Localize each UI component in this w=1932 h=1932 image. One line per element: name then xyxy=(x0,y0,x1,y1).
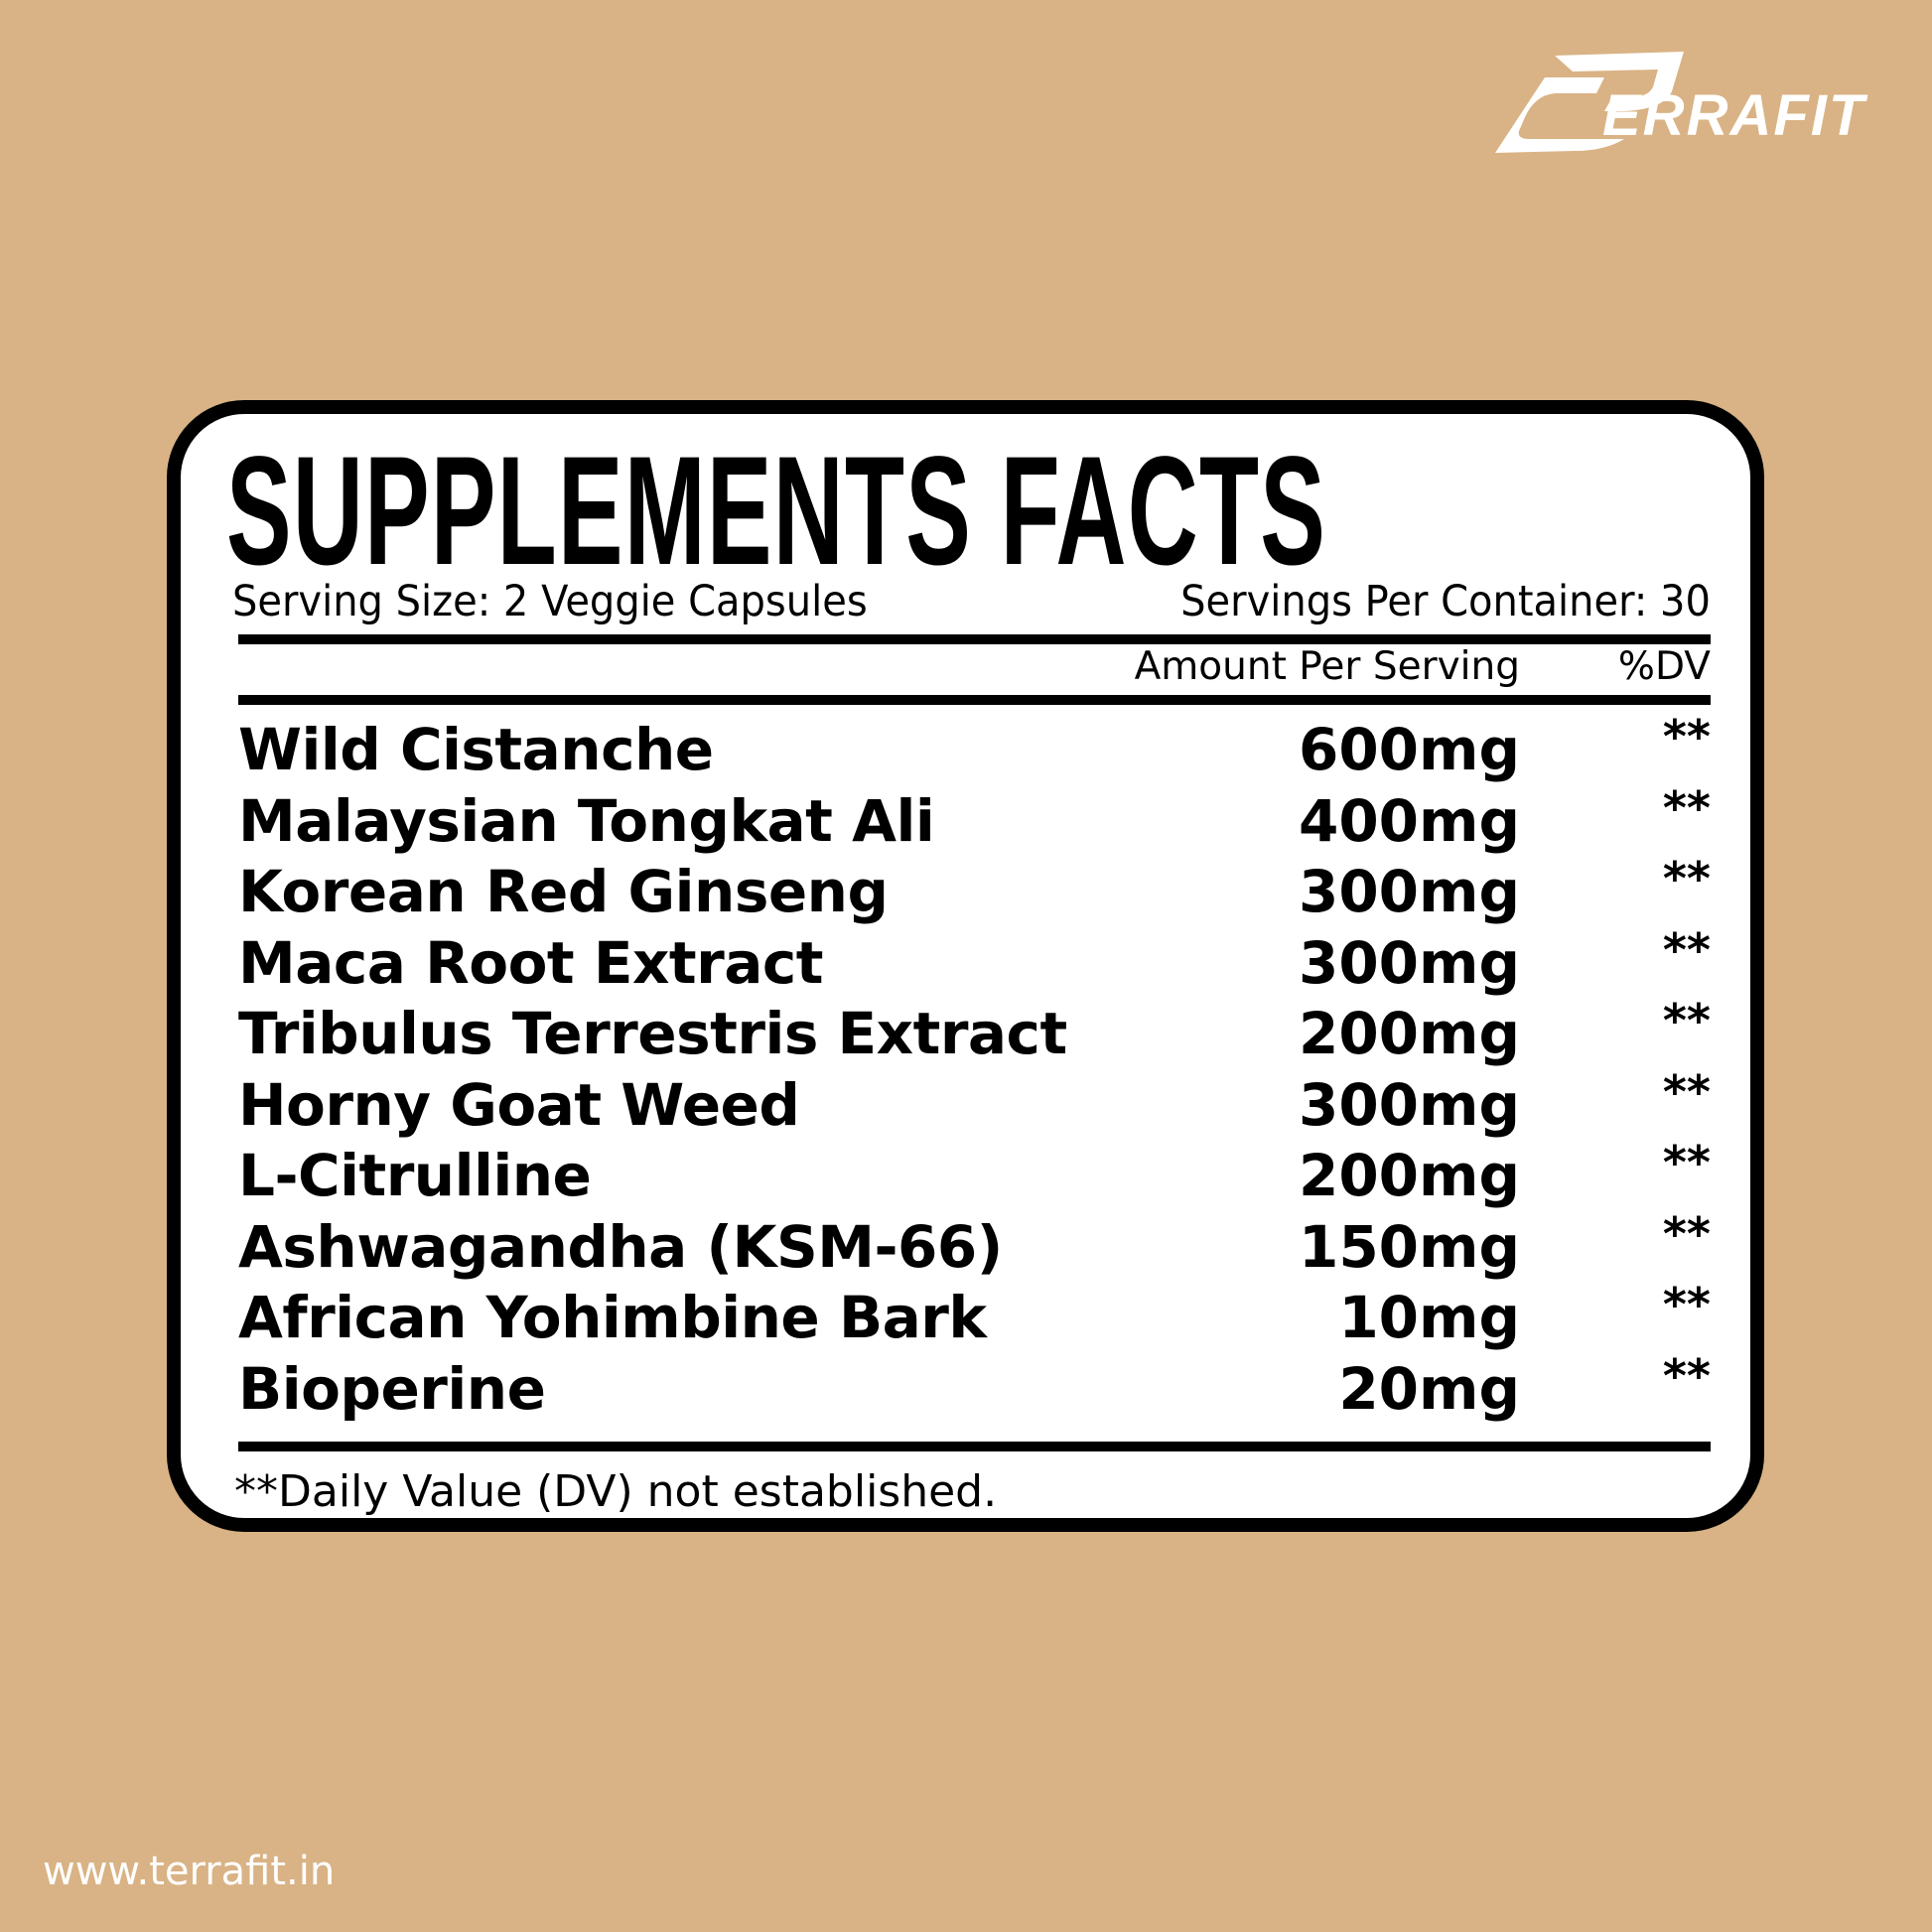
ingredient-row: Horny Goat Weed 300mg ** xyxy=(238,1065,1711,1143)
ingredient-amount: 600mg xyxy=(1298,716,1520,783)
ingredient-row: Tribulus Terrestris Extract 200mg ** xyxy=(238,994,1711,1071)
ingredient-name: African Yohimbine Bark xyxy=(238,1284,987,1351)
ingredient-name: Ashwagandha (KSM-66) xyxy=(238,1212,1003,1281)
ingredient-row: L-Citrulline 200mg ** xyxy=(238,1136,1711,1213)
ingredient-dv: ** xyxy=(1662,780,1711,835)
ingredient-row: African Yohimbine Bark 10mg ** xyxy=(238,1278,1711,1355)
ingredient-amount: 20mg xyxy=(1338,1354,1520,1423)
ingredient-dv: ** xyxy=(1662,994,1711,1047)
ingredient-name: Bioperine xyxy=(238,1354,546,1423)
ingredient-amount: 300mg xyxy=(1298,1070,1520,1139)
ingredient-amount: 200mg xyxy=(1298,1000,1520,1067)
ingredient-dv: ** xyxy=(1662,710,1711,763)
ingredient-amount: 200mg xyxy=(1298,1142,1520,1209)
divider xyxy=(238,695,1711,705)
ingredient-amount: 150mg xyxy=(1298,1212,1520,1281)
ingredient-amount: 10mg xyxy=(1338,1284,1520,1351)
ingredient-name: Malaysian Tongkat Ali xyxy=(238,786,935,855)
amount-header: Amount Per Serving xyxy=(1134,644,1520,689)
divider xyxy=(238,1442,1711,1451)
ingredient-dv: ** xyxy=(1662,1136,1711,1189)
ingredient-dv: ** xyxy=(1662,1278,1711,1331)
ingredient-dv: ** xyxy=(1662,1348,1711,1403)
ingredient-name: Wild Cistanche xyxy=(238,716,714,783)
servings-per-container: Servings Per Container: 30 xyxy=(1180,577,1711,626)
ingredient-row: Maca Root Extract 300mg ** xyxy=(238,923,1711,1001)
ingredient-dv: ** xyxy=(1662,1206,1711,1261)
ingredient-dv: ** xyxy=(1662,1064,1711,1119)
ingredient-name: Horny Goat Weed xyxy=(238,1070,800,1139)
panel-title: SUPPLEMENTS FACTS xyxy=(226,425,1327,598)
website-url[interactable]: www.terrafit.in xyxy=(43,1849,336,1894)
ingredient-list: Wild Cistanche 600mg ** Malaysian Tongkat … xyxy=(238,710,1711,1427)
ingredient-amount: 300mg xyxy=(1298,858,1520,925)
footnote: **Daily Value (DV) not established. xyxy=(234,1466,998,1517)
ingredient-row: Wild Cistanche 600mg ** xyxy=(238,710,1711,787)
ingredient-row: Korean Red Ginseng 300mg ** xyxy=(238,852,1711,929)
ingredient-row: Malaysian Tongkat Ali 400mg ** xyxy=(238,781,1711,859)
svg-text:ERRAFIT: ERRAFIT xyxy=(1602,83,1868,148)
ingredient-name: Korean Red Ginseng xyxy=(238,858,889,925)
ingredient-dv: ** xyxy=(1662,922,1711,977)
supplement-facts-panel: SUPPLEMENTS FACTS Serving Size: 2 Veggie… xyxy=(167,400,1764,1532)
dv-header: %DV xyxy=(1617,644,1711,689)
serving-size: Serving Size: 2 Veggie Capsules xyxy=(232,577,868,626)
divider xyxy=(238,634,1711,644)
ingredient-amount: 400mg xyxy=(1298,786,1520,855)
ingredient-amount: 300mg xyxy=(1298,928,1520,997)
terrafit-logo: ERRAFIT xyxy=(1495,52,1868,153)
ingredient-row: Ashwagandha (KSM-66) 150mg ** xyxy=(238,1207,1711,1285)
ingredient-name: L-Citrulline xyxy=(238,1142,592,1209)
ingredient-name: Tribulus Terrestris Extract xyxy=(238,1000,1067,1067)
ingredient-name: Maca Root Extract xyxy=(238,928,823,997)
ingredient-row: Bioperine 20mg ** xyxy=(238,1349,1711,1427)
ingredient-dv: ** xyxy=(1662,852,1711,905)
